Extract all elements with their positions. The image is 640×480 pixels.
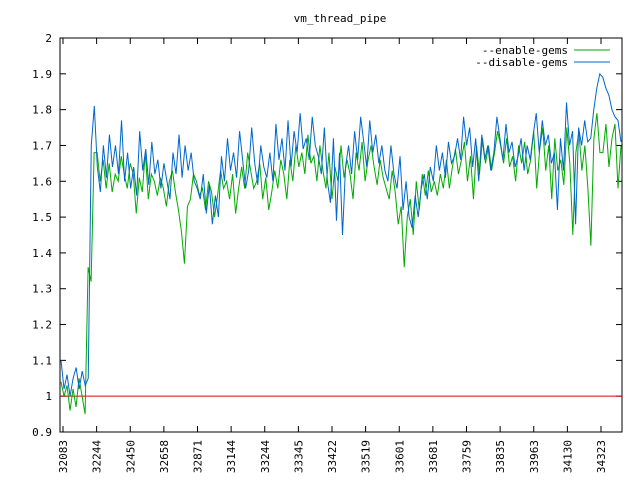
plot-area	[59, 37, 623, 433]
x-tick-label: 33345	[292, 440, 305, 473]
y-tick-label: 1.9	[32, 68, 52, 81]
y-tick-label: 1.4	[32, 247, 52, 260]
x-tick-label: 33963	[528, 440, 541, 473]
x-tick-label: 32658	[158, 440, 171, 473]
x-axis: 32083 32244 32450 32658 32871 33144 33244 33345…	[57, 38, 608, 473]
y-tick-label: 1	[45, 390, 52, 403]
x-tick-label: 34323	[595, 440, 608, 473]
y-tick-label: 1.6	[32, 175, 52, 188]
y-axis: 0.9 1 1.1 1.2 1.3 1.4 1.5 1.6 1.7 1.8 1.9 2	[32, 32, 622, 439]
series-layer	[60, 72, 622, 415]
y-tick-label: 2	[45, 32, 52, 45]
y-tick-label: 1.1	[32, 354, 52, 367]
y-tick-label: 1.2	[32, 319, 52, 332]
x-tick-label: 33422	[326, 440, 339, 473]
y-tick-label: 1.5	[32, 211, 52, 224]
x-tick-label: 33244	[259, 440, 272, 473]
chart-title: vm_thread_pipe	[294, 12, 387, 25]
y-tick-label: 1.8	[32, 104, 52, 117]
legend: --enable-gems--disable-gems	[475, 44, 610, 69]
y-tick-label: 0.9	[32, 426, 52, 439]
y-tick-label: 1.7	[32, 139, 52, 152]
series-line-disable-gems	[60, 72, 622, 397]
x-tick-label: 32244	[91, 440, 104, 473]
legend-label: --disable-gems	[475, 56, 568, 69]
plot-frame	[59, 37, 623, 433]
x-tick-label: 32871	[192, 440, 205, 473]
y-tick-label: 1.3	[32, 283, 52, 296]
legend-label: --enable-gems	[482, 44, 568, 57]
x-tick-label: 33519	[360, 440, 373, 473]
x-tick-label: 33601	[393, 440, 406, 473]
x-tick-label: 33681	[427, 440, 440, 473]
series-line-enable-gems	[60, 113, 622, 415]
x-tick-label: 33759	[461, 440, 474, 473]
x-tick-label: 32083	[57, 440, 70, 473]
x-tick-label: 32450	[124, 440, 137, 473]
x-tick-label: 34130	[561, 440, 574, 473]
x-tick-label: 33144	[225, 440, 238, 473]
x-tick-label: 33835	[494, 440, 507, 473]
